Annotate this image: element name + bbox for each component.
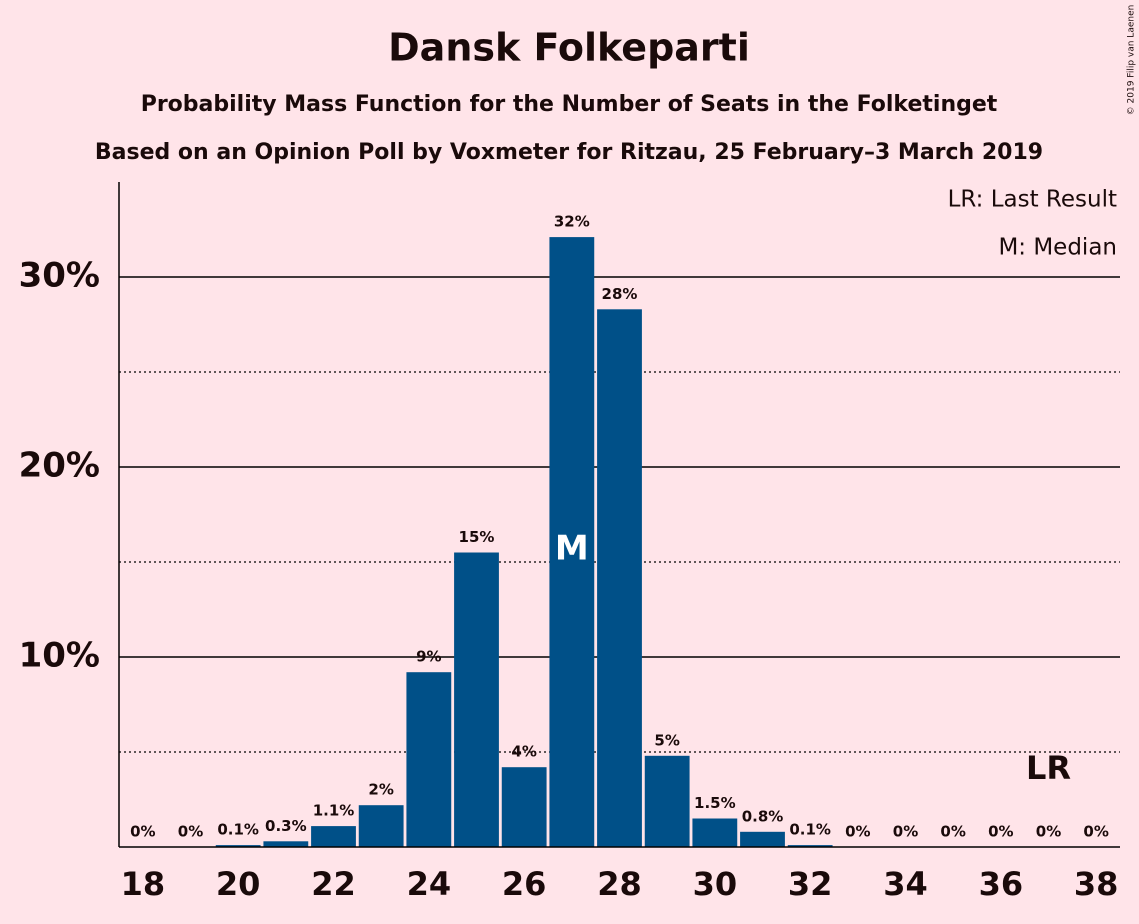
copyright: © 2019 Filip van Laenen — [1127, 5, 1137, 116]
y-tick-label: 20% — [19, 446, 100, 486]
value-label: 5% — [654, 731, 679, 749]
bar — [644, 755, 690, 847]
bar — [454, 552, 499, 847]
value-label: 1.1% — [313, 802, 355, 820]
value-label: 0% — [1036, 823, 1061, 841]
value-label: 0.1% — [217, 821, 259, 839]
x-tick-label: 28 — [597, 865, 642, 903]
legend-entry: M: Median — [998, 235, 1117, 261]
value-label: 1.5% — [694, 794, 736, 812]
value-label: 4% — [511, 743, 536, 761]
x-tick-label: 36 — [979, 865, 1024, 903]
x-tick-label: 30 — [693, 865, 738, 903]
x-tick-label: 24 — [407, 865, 452, 903]
bar — [358, 805, 404, 847]
x-tick-label: 26 — [502, 865, 547, 903]
value-label: 2% — [368, 781, 393, 799]
bar — [787, 845, 833, 847]
median-marker: M — [555, 529, 589, 569]
x-tick-label: 32 — [788, 865, 833, 903]
value-label: 0% — [845, 823, 870, 841]
x-tick-label: 18 — [121, 865, 166, 903]
chart-subtitle: Probability Mass Function for the Number… — [141, 92, 998, 117]
value-label: 32% — [554, 213, 590, 231]
value-label: 0% — [1083, 823, 1108, 841]
value-label: 9% — [416, 648, 441, 666]
x-tick-label: 22 — [311, 865, 356, 903]
bar — [549, 237, 595, 848]
value-label: 0% — [893, 823, 918, 841]
legend-entry: LR: Last Result — [948, 187, 1117, 213]
value-label: 0% — [940, 823, 965, 841]
value-label: 0.3% — [265, 817, 307, 835]
last-result-marker: LR — [1026, 749, 1071, 787]
bar — [597, 309, 642, 847]
bar — [311, 826, 356, 847]
value-label: 0% — [130, 823, 155, 841]
value-label: 0.1% — [789, 821, 831, 839]
y-tick-label: 10% — [19, 636, 100, 676]
bar — [406, 672, 452, 847]
chart-subtitle: Based on an Opinion Poll by Voxmeter for… — [95, 140, 1043, 165]
value-label: 28% — [602, 285, 638, 303]
bar — [501, 767, 547, 847]
value-label: 0.8% — [742, 807, 784, 825]
x-tick-label: 20 — [216, 865, 261, 903]
value-label: 15% — [459, 528, 495, 546]
value-label: 0% — [178, 823, 203, 841]
x-tick-label: 38 — [1074, 865, 1119, 903]
bar — [692, 818, 738, 847]
chart-title: Dansk Folkeparti — [388, 26, 750, 70]
bar — [263, 841, 309, 847]
value-label: 0% — [988, 823, 1013, 841]
bar — [215, 845, 261, 847]
x-tick-label: 34 — [883, 865, 928, 903]
bar — [740, 831, 785, 847]
y-tick-label: 30% — [19, 256, 100, 296]
